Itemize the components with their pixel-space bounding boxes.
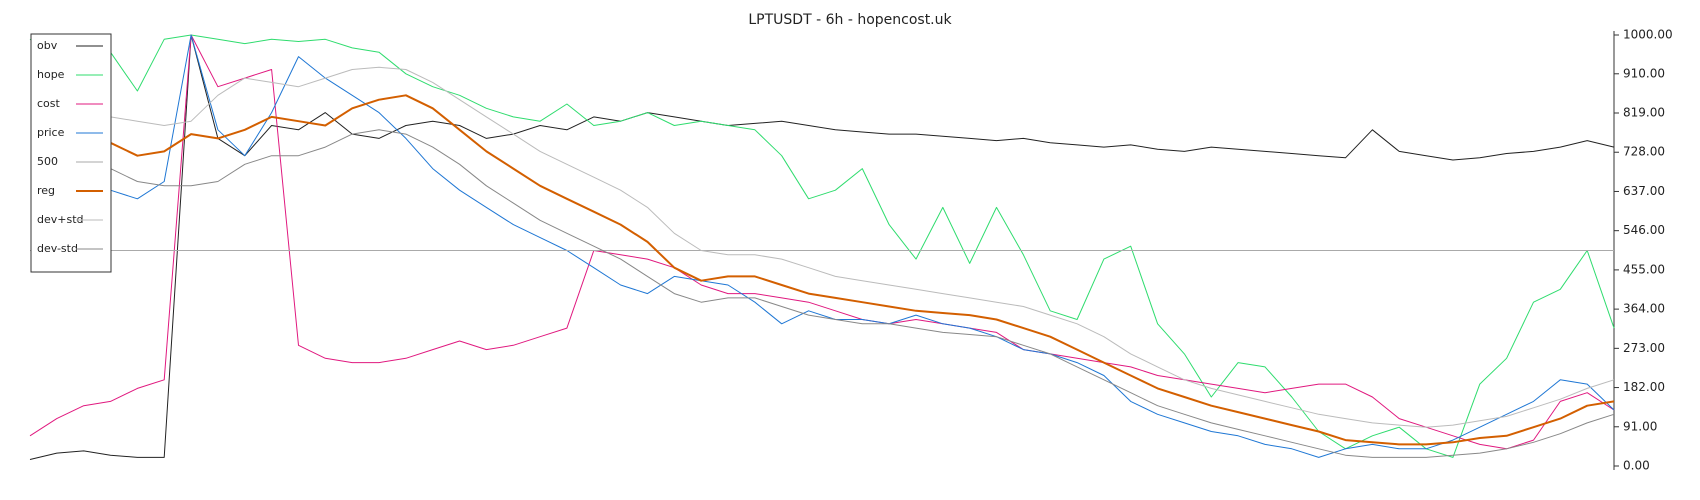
legend-label: reg <box>37 184 55 197</box>
legend-label: cost <box>37 97 61 110</box>
y-tick-label: 0.00 <box>1623 459 1650 473</box>
y-tick-label: 91.00 <box>1623 419 1657 433</box>
y-tick-label: 455.00 <box>1623 262 1665 276</box>
y-tick-label: 546.00 <box>1623 223 1665 237</box>
y-tick-label: 910.00 <box>1623 66 1665 80</box>
series-line <box>110 94 1615 446</box>
legend-label: dev-std <box>37 242 78 255</box>
series-line <box>110 66 1615 428</box>
legend-label: 500 <box>37 155 58 168</box>
y-tick-label: 728.00 <box>1623 145 1665 159</box>
legend-box <box>30 33 112 273</box>
legend-label: price <box>37 126 65 139</box>
y-tick-label: 819.00 <box>1623 106 1665 120</box>
chart-title: LPTUSDT - 6h - hopencost.uk <box>748 12 952 28</box>
series-line <box>110 129 1615 458</box>
legend-label: hope <box>37 68 65 81</box>
y-tick-label: 1000.00 <box>1623 28 1673 42</box>
series-line <box>29 34 1615 458</box>
legend-label: dev+std <box>37 213 84 226</box>
legend-label: obv <box>37 39 58 52</box>
y-tick-label: 364.00 <box>1623 302 1665 316</box>
y-tick-label: 637.00 <box>1623 184 1665 198</box>
series-line <box>29 34 1615 450</box>
series-line <box>110 34 1615 458</box>
y-tick-label: 273.00 <box>1623 341 1665 355</box>
series-line <box>29 34 1615 460</box>
y-tick-label: 182.00 <box>1623 380 1665 394</box>
